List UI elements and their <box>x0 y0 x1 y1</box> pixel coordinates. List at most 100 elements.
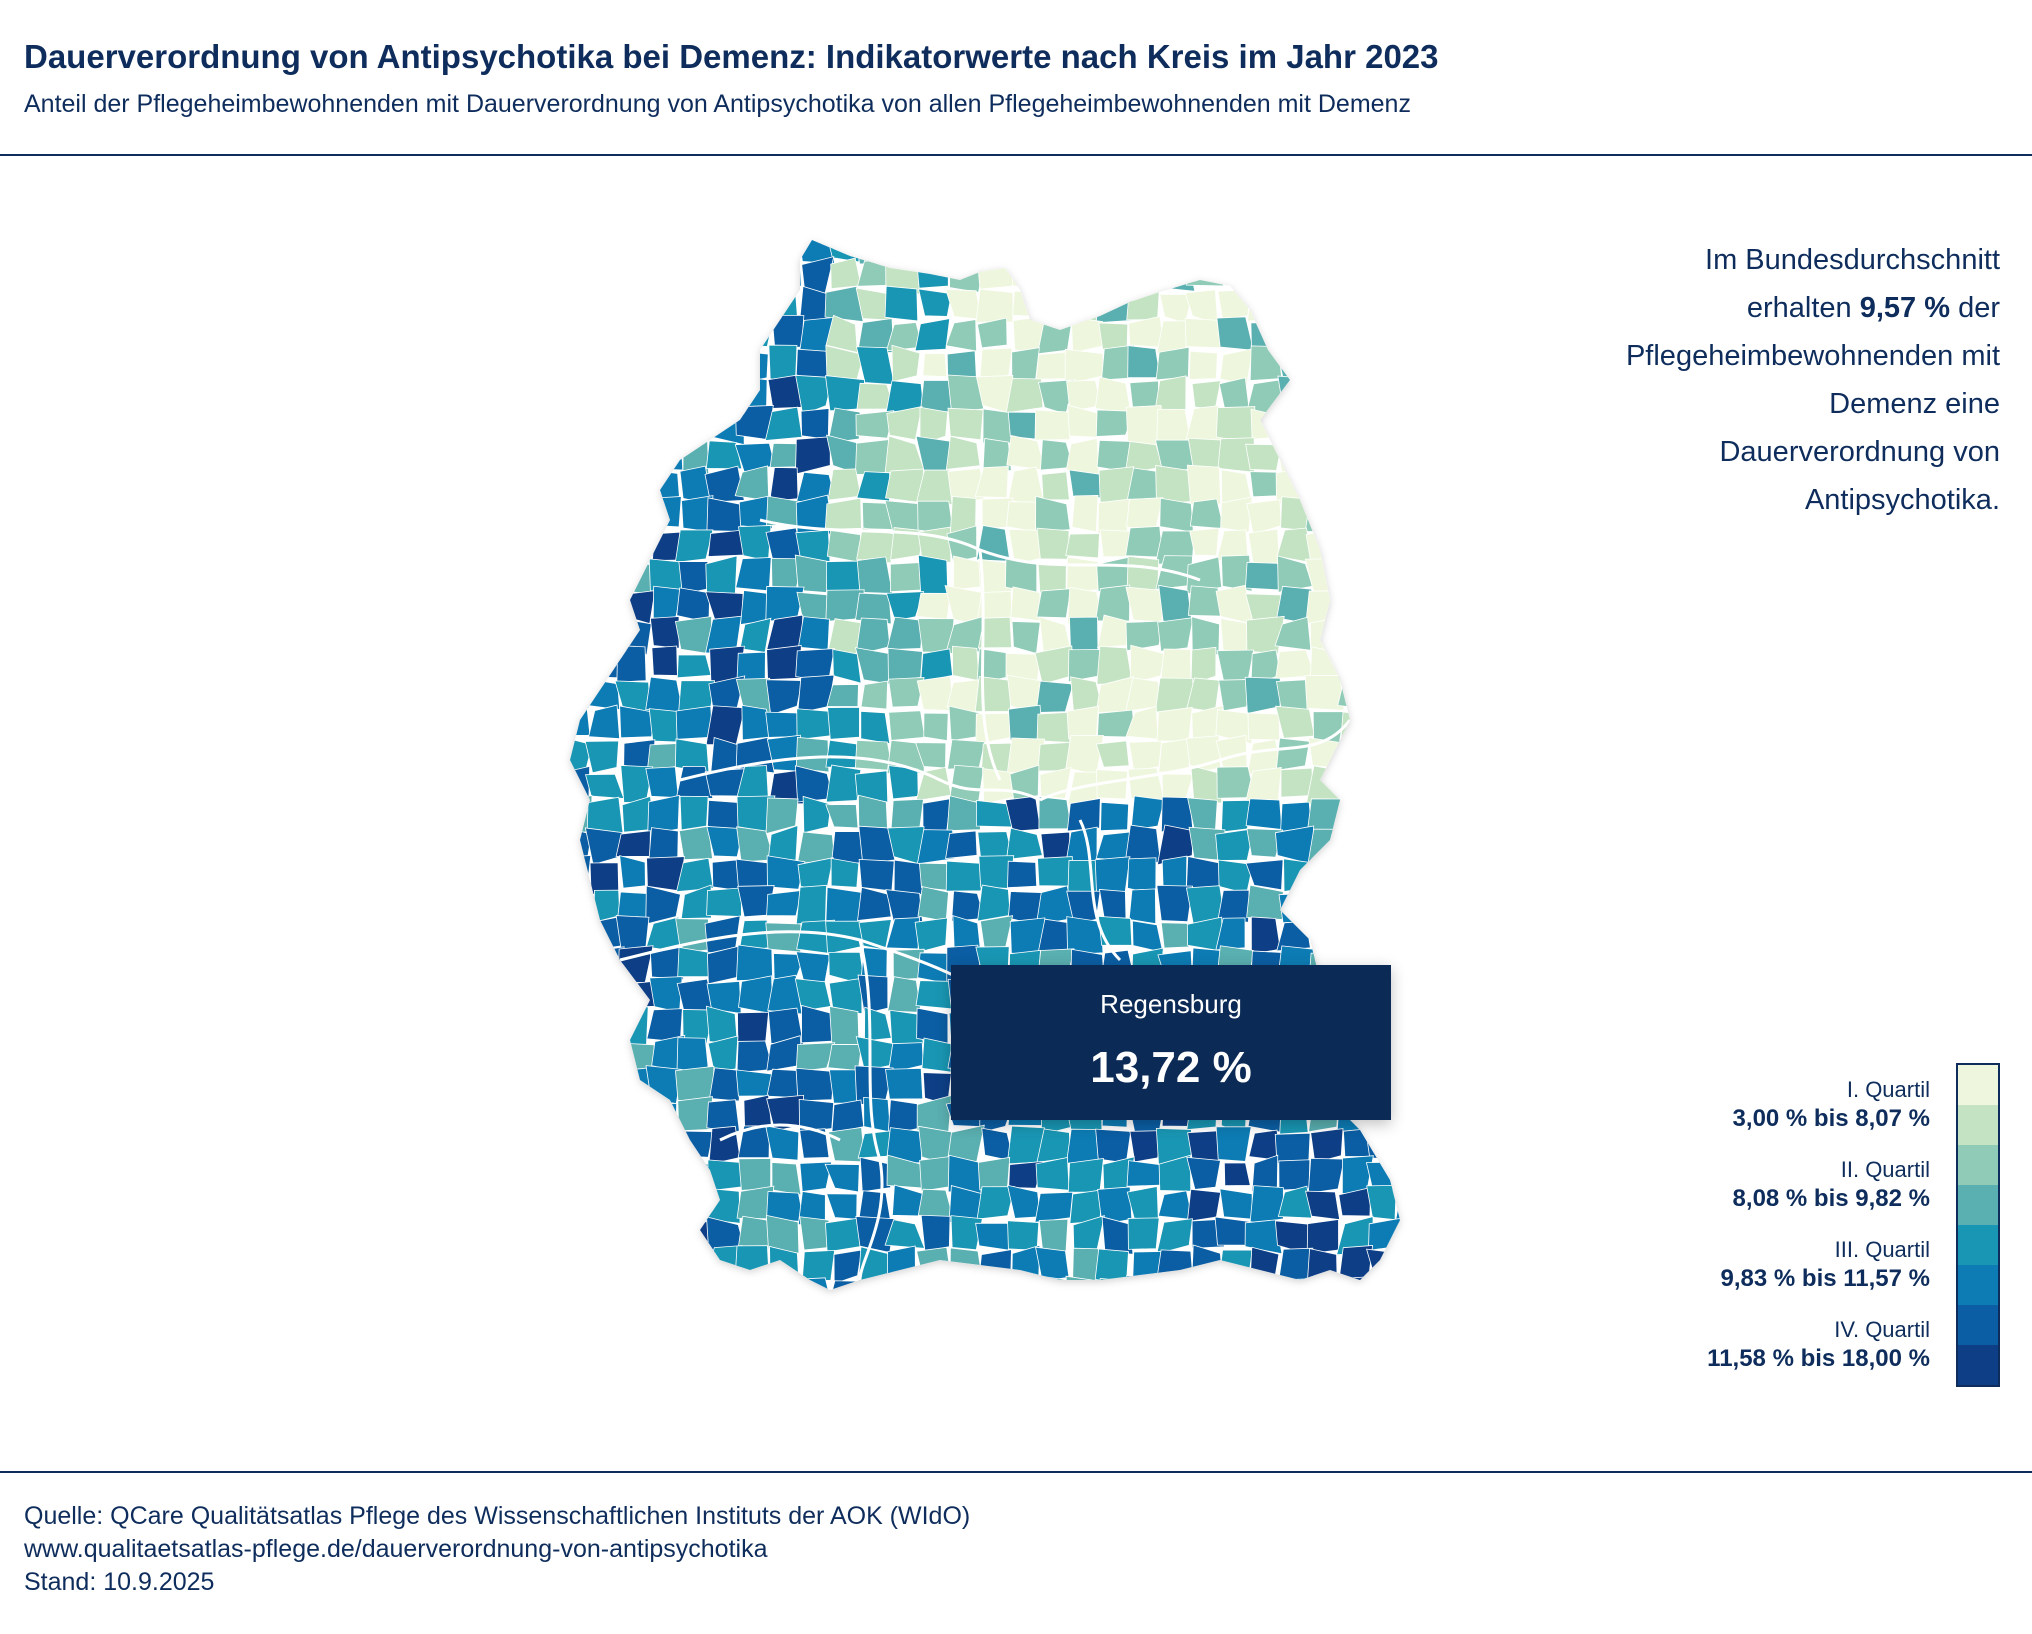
district-cell[interactable] <box>828 977 863 1015</box>
district-cell[interactable] <box>829 1005 860 1046</box>
district-cell[interactable] <box>1128 888 1157 925</box>
district-cell[interactable] <box>1159 497 1194 533</box>
district-cell[interactable] <box>1335 618 1370 651</box>
district-cell[interactable] <box>886 226 924 263</box>
district-cell[interactable] <box>856 556 893 594</box>
district-cell[interactable] <box>1397 435 1435 471</box>
district-cell[interactable] <box>678 1185 714 1223</box>
district-cell[interactable] <box>886 406 923 441</box>
district-cell[interactable] <box>584 1276 625 1310</box>
district-cell[interactable] <box>1185 258 1224 287</box>
district-cell[interactable] <box>680 289 708 323</box>
district-cell[interactable] <box>678 411 708 445</box>
district-cell[interactable] <box>922 352 948 378</box>
district-cell[interactable] <box>1034 409 1074 441</box>
district-cell[interactable] <box>1373 617 1404 650</box>
district-cell[interactable] <box>795 884 827 925</box>
district-cell[interactable] <box>1220 496 1253 533</box>
district-cell[interactable] <box>708 1275 744 1315</box>
district-cell[interactable] <box>1395 1101 1431 1136</box>
district-cell[interactable] <box>1186 556 1223 595</box>
district-cell[interactable] <box>1008 1160 1045 1189</box>
district-cell[interactable] <box>1012 290 1046 318</box>
district-cell[interactable] <box>620 1096 652 1135</box>
district-cell[interactable] <box>1155 254 1196 292</box>
district-cell[interactable] <box>645 885 681 925</box>
district-cell[interactable] <box>1310 1128 1344 1164</box>
district-cell[interactable] <box>949 230 977 259</box>
district-cell[interactable] <box>766 614 804 651</box>
district-cell[interactable] <box>619 705 655 739</box>
district-cell[interactable] <box>712 288 745 325</box>
district-cell[interactable] <box>1035 287 1075 319</box>
district-cell[interactable] <box>1309 348 1340 382</box>
district-cell[interactable] <box>592 260 619 293</box>
district-cell[interactable] <box>736 350 769 385</box>
district-cell[interactable] <box>1275 737 1310 771</box>
district-cell[interactable] <box>858 858 895 892</box>
district-cell[interactable] <box>647 1129 682 1165</box>
district-cell[interactable] <box>619 855 646 889</box>
district-cell[interactable] <box>1338 735 1373 774</box>
district-cell[interactable] <box>1274 436 1314 474</box>
district-cell[interactable] <box>562 1067 591 1100</box>
district-cell[interactable] <box>587 1038 622 1075</box>
district-cell[interactable] <box>1012 261 1038 291</box>
district-cell[interactable] <box>1035 680 1074 713</box>
district-cell[interactable] <box>1335 829 1375 860</box>
district-cell[interactable] <box>1279 321 1312 353</box>
district-cell[interactable] <box>976 226 1014 257</box>
district-cell[interactable] <box>1368 1217 1404 1251</box>
district-cell[interactable] <box>914 318 951 352</box>
district-cell[interactable] <box>889 562 924 593</box>
map-svg[interactable] <box>560 220 1460 1420</box>
district-cell[interactable] <box>1305 590 1339 624</box>
district-cell[interactable] <box>675 1065 715 1102</box>
district-cell[interactable] <box>615 226 655 266</box>
district-cell[interactable] <box>618 318 654 355</box>
district-cell[interactable] <box>1395 975 1435 1012</box>
district-cell[interactable] <box>769 467 799 503</box>
district-cell[interactable] <box>617 563 654 596</box>
district-cell[interactable] <box>794 554 835 594</box>
district-cell[interactable] <box>588 1095 623 1130</box>
district-cell[interactable] <box>560 645 595 677</box>
district-cell[interactable] <box>945 860 985 892</box>
district-cell[interactable] <box>1094 1277 1136 1311</box>
district-cell[interactable] <box>977 259 1015 290</box>
district-cell[interactable] <box>1370 554 1402 594</box>
district-cell[interactable] <box>560 1185 596 1225</box>
district-cell[interactable] <box>674 616 712 655</box>
district-cell[interactable] <box>1337 590 1375 625</box>
district-cell[interactable] <box>563 1096 590 1128</box>
district-cell[interactable] <box>1007 860 1038 889</box>
district-cell[interactable] <box>1161 855 1188 891</box>
district-cell[interactable] <box>1342 560 1373 591</box>
district-cell[interactable] <box>1098 915 1133 946</box>
district-cell[interactable] <box>920 1214 951 1252</box>
district-cell[interactable] <box>1395 796 1426 833</box>
district-cell[interactable] <box>1397 953 1434 980</box>
district-cell[interactable] <box>616 465 656 501</box>
district-cell[interactable] <box>647 1277 678 1313</box>
district-cell[interactable] <box>1367 585 1399 625</box>
district-cell[interactable] <box>1336 261 1369 290</box>
district-cell[interactable] <box>1189 498 1225 530</box>
district-cell[interactable] <box>618 981 656 1009</box>
district-cell[interactable] <box>1095 409 1136 437</box>
district-cell[interactable] <box>1336 524 1368 562</box>
district-cell[interactable] <box>1158 738 1193 773</box>
district-cell[interactable] <box>766 890 803 917</box>
district-cell[interactable] <box>709 1067 741 1102</box>
district-cell[interactable] <box>560 1159 593 1194</box>
district-cell[interactable] <box>1365 1125 1401 1161</box>
district-cell[interactable] <box>1307 828 1340 864</box>
district-cell[interactable] <box>887 976 922 1013</box>
district-cell[interactable] <box>1219 348 1254 386</box>
district-cell[interactable] <box>854 229 892 266</box>
district-cell[interactable] <box>916 1007 949 1045</box>
district-cell[interactable] <box>1158 226 1196 264</box>
district-cell[interactable] <box>1067 225 1102 261</box>
district-cell[interactable] <box>560 619 592 656</box>
district-cell[interactable] <box>560 1009 593 1045</box>
